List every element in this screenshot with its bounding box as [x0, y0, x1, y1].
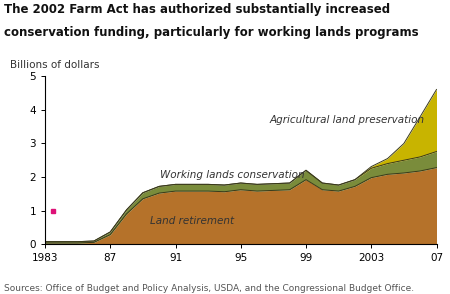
- Text: conservation funding, particularly for working lands programs: conservation funding, particularly for w…: [4, 26, 419, 39]
- Text: Billions of dollars: Billions of dollars: [10, 60, 99, 70]
- Text: Agricultural land preservation: Agricultural land preservation: [269, 115, 424, 125]
- Text: Working lands conservation: Working lands conservation: [160, 170, 305, 180]
- Text: The 2002 Farm Act has authorized substantially increased: The 2002 Farm Act has authorized substan…: [4, 3, 391, 16]
- Text: Sources: Office of Budget and Policy Analysis, USDA, and the Congressional Budge: Sources: Office of Budget and Policy Ana…: [4, 283, 414, 293]
- Text: Land retirement: Land retirement: [150, 216, 234, 225]
